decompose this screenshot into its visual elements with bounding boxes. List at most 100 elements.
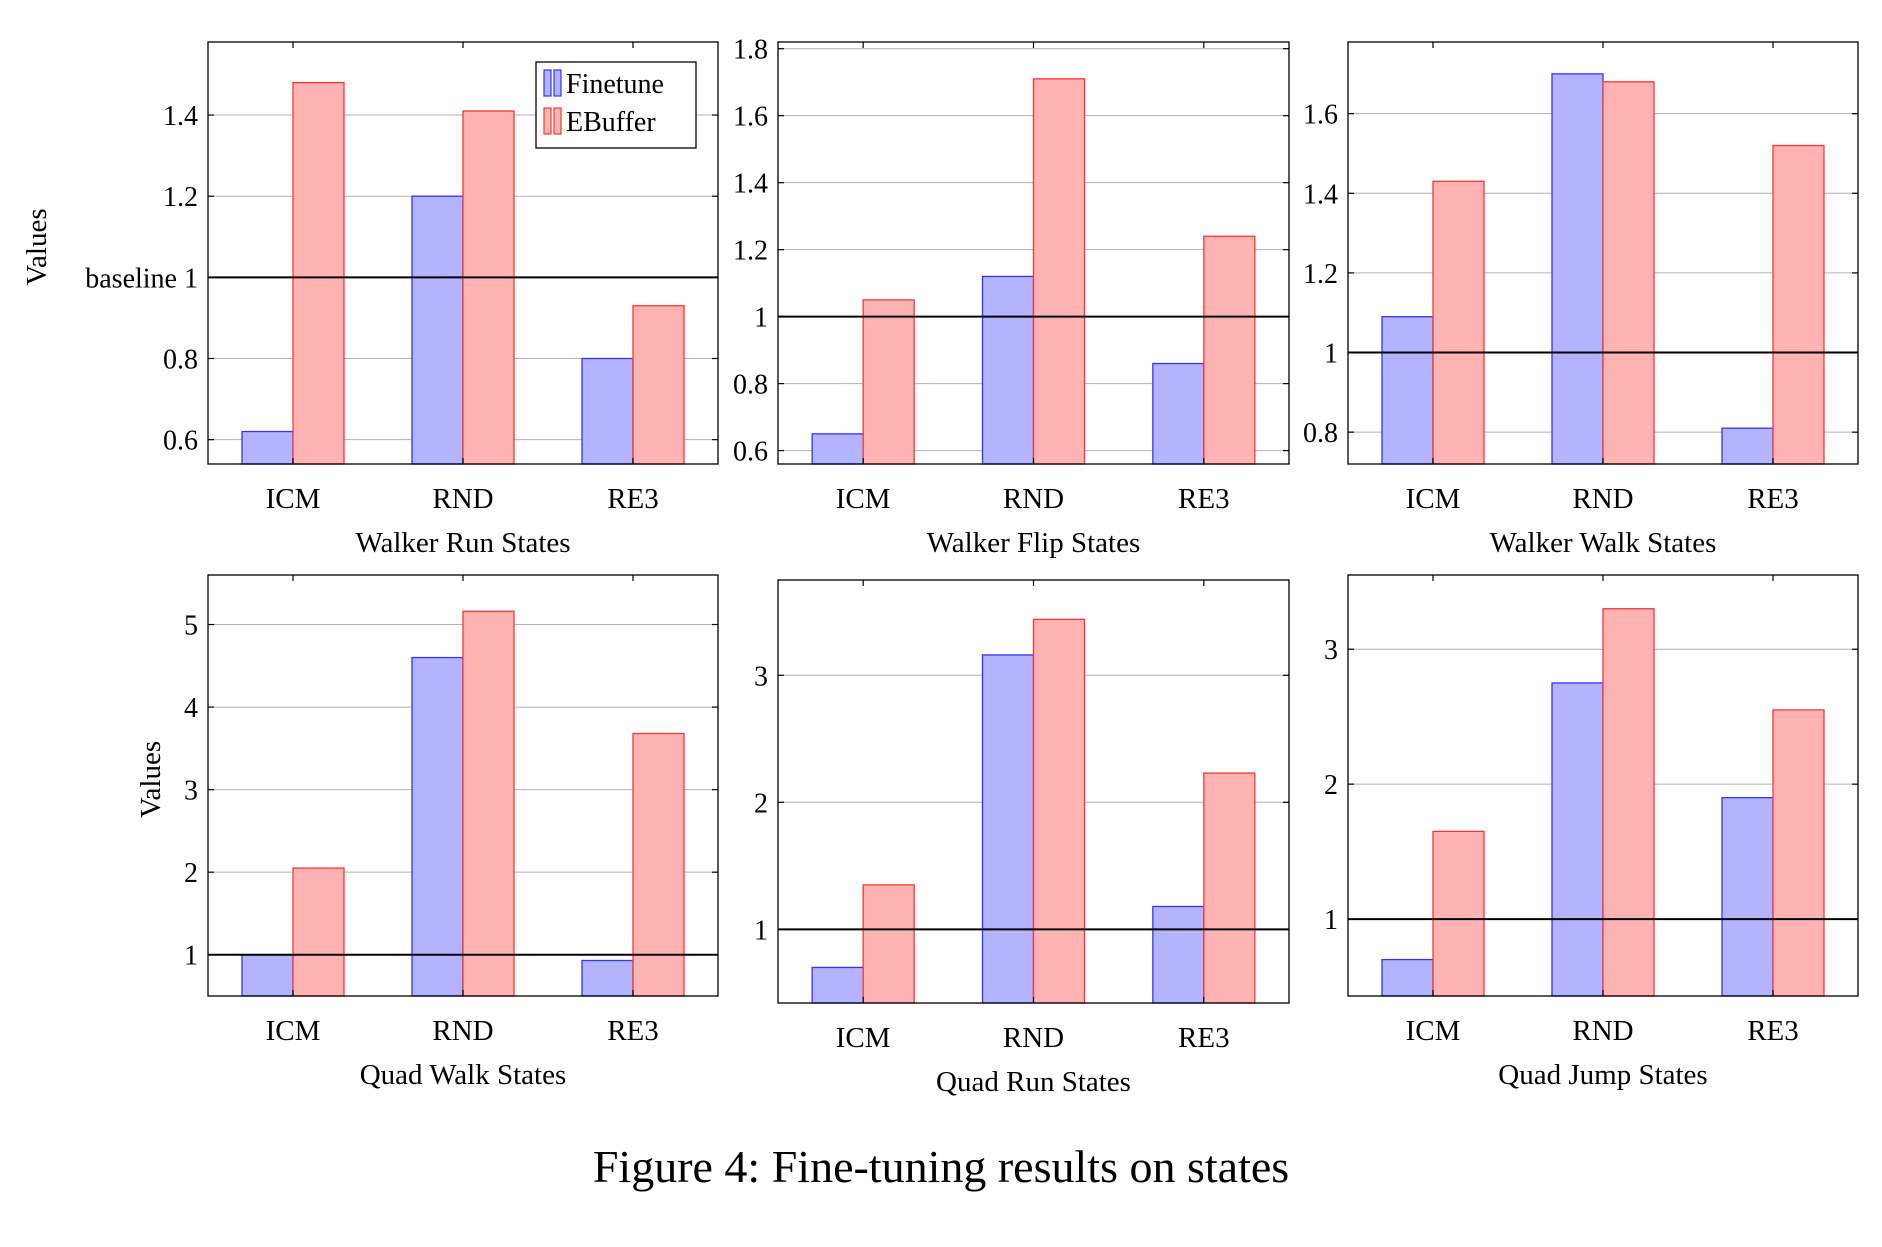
legend: Finetune EBuffer bbox=[535, 61, 697, 149]
bar-ebuffer-icm bbox=[292, 867, 345, 997]
x-tick-label: ICM bbox=[266, 483, 321, 515]
x-tick-label: ICM bbox=[836, 483, 891, 515]
y-tick-label: 2 bbox=[184, 858, 198, 889]
y-tick-label: 1.4 bbox=[1303, 179, 1338, 210]
x-tick-label: ICM bbox=[836, 1022, 891, 1054]
y-axis-label: Values bbox=[21, 208, 53, 285]
x-tick-label: RE3 bbox=[607, 483, 659, 515]
bar-ebuffer-rnd bbox=[1602, 81, 1655, 465]
legend-swatch bbox=[553, 69, 562, 97]
chart-panel-1: ICM RND RE3 0.6 0.8 baseline 1 1.2 1.4 Walker Ru… bbox=[21, 41, 719, 559]
bar-finetune-icm bbox=[241, 430, 294, 465]
y-tick-label: 1.2 bbox=[163, 182, 198, 213]
x-axis-label: Walker Walk States bbox=[1490, 527, 1717, 559]
x-tick-label: RE3 bbox=[1747, 1015, 1799, 1047]
bar-finetune-rnd bbox=[981, 275, 1035, 465]
bar-ebuffer-rnd bbox=[1602, 608, 1655, 997]
x-tick-label: ICM bbox=[1406, 483, 1461, 515]
x-tick-label: RE3 bbox=[1178, 1022, 1230, 1054]
x-tick-label: RND bbox=[432, 483, 493, 515]
bar-ebuffer-rnd bbox=[462, 610, 515, 997]
bar-finetune-icm bbox=[1381, 316, 1434, 465]
bar-finetune-re3 bbox=[1152, 362, 1205, 465]
y-tick-label: 3 bbox=[754, 661, 768, 692]
x-tick-label: RE3 bbox=[1178, 483, 1230, 515]
bar-ebuffer-icm bbox=[1432, 830, 1485, 997]
bar-ebuffer-re3 bbox=[632, 732, 685, 997]
legend-box bbox=[535, 61, 697, 149]
y-tick-label: 0.6 bbox=[733, 437, 768, 468]
legend-swatch bbox=[543, 107, 552, 135]
bar-finetune-icm bbox=[1381, 958, 1434, 997]
bar-finetune-icm bbox=[811, 966, 864, 1004]
chart-panel-3: ICM RND RE3 0.8 1 1.2 1.4 1.6 Walker Walk States bbox=[1303, 41, 1859, 559]
x-axis-label: Quad Walk States bbox=[360, 1059, 567, 1091]
bar-ebuffer-icm bbox=[1432, 180, 1485, 465]
y-tick-label: 5 bbox=[184, 611, 198, 642]
chart-panel-4: ICM RND RE3 1 2 3 4 5 Quad Walk States Values bbox=[135, 574, 719, 1091]
y-tick-label: 1 bbox=[754, 303, 768, 334]
y-tick-label: 1.4 bbox=[733, 169, 768, 200]
bar-finetune-rnd bbox=[411, 195, 464, 465]
x-axis-label: Quad Run States bbox=[936, 1066, 1131, 1098]
bar-ebuffer-rnd bbox=[462, 110, 515, 465]
x-axis-label: Walker Run States bbox=[355, 527, 570, 559]
y-axis-label: Values bbox=[135, 741, 167, 818]
x-tick-label: RND bbox=[1003, 1022, 1064, 1054]
y-tick-label: 1.2 bbox=[733, 236, 768, 267]
bar-finetune-rnd bbox=[981, 654, 1035, 1004]
bar-ebuffer-re3 bbox=[1203, 235, 1256, 465]
bar-finetune-re3 bbox=[1721, 796, 1774, 997]
bar-finetune-re3 bbox=[581, 357, 634, 465]
y-tick-label: 2 bbox=[754, 788, 768, 819]
y-tick-label: 2 bbox=[1324, 770, 1338, 801]
y-tick-label: 1.4 bbox=[163, 101, 198, 132]
bar-ebuffer-re3 bbox=[632, 305, 685, 465]
bar-ebuffer-rnd bbox=[1032, 618, 1086, 1004]
x-tick-label: RE3 bbox=[1747, 483, 1799, 515]
x-axis-label: Walker Flip States bbox=[927, 527, 1141, 559]
bar-finetune-re3 bbox=[1721, 427, 1774, 465]
y-tick-label: 1.6 bbox=[733, 102, 768, 133]
x-tick-label: RND bbox=[1003, 483, 1064, 515]
y-tick-label: 1.2 bbox=[1303, 259, 1338, 290]
legend-swatch bbox=[553, 107, 562, 135]
y-tick-label: 0.8 bbox=[1303, 418, 1338, 449]
x-axis-label: Quad Jump States bbox=[1498, 1059, 1707, 1091]
y-tick-label: 0.6 bbox=[163, 426, 198, 457]
bar-ebuffer-re3 bbox=[1772, 709, 1825, 997]
y-tick-label: 3 bbox=[184, 776, 198, 807]
bar-finetune-rnd bbox=[411, 656, 464, 997]
bar-ebuffer-icm bbox=[292, 81, 345, 465]
bar-ebuffer-icm bbox=[862, 884, 915, 1004]
y-tick-label: 1 bbox=[754, 915, 768, 946]
bar-finetune-re3 bbox=[1152, 905, 1205, 1004]
bar-finetune-icm bbox=[241, 954, 294, 997]
y-tick-label: 1.8 bbox=[733, 35, 768, 66]
bar-finetune-rnd bbox=[1551, 73, 1604, 465]
bar-finetune-re3 bbox=[581, 959, 634, 997]
bar-ebuffer-rnd bbox=[1032, 78, 1086, 465]
x-tick-label: RND bbox=[1572, 483, 1633, 515]
y-tick-label: 1.6 bbox=[1303, 100, 1338, 131]
bar-ebuffer-re3 bbox=[1203, 772, 1256, 1004]
x-tick-label: RND bbox=[432, 1015, 493, 1047]
x-tick-label: ICM bbox=[1406, 1015, 1461, 1047]
legend-label: EBuffer bbox=[566, 107, 656, 138]
y-tick-label: 0.8 bbox=[733, 370, 768, 401]
y-tick-label: 1 bbox=[1324, 905, 1338, 936]
y-tick-label: 1 bbox=[1324, 339, 1338, 370]
bar-finetune-icm bbox=[811, 433, 864, 465]
x-tick-label: RND bbox=[1572, 1015, 1633, 1047]
figure-caption: Figure 4: Fine-tuning results on states bbox=[592, 1141, 1290, 1192]
legend-label: Finetune bbox=[566, 69, 664, 100]
legend-swatch bbox=[543, 69, 552, 97]
x-tick-label: ICM bbox=[266, 1015, 321, 1047]
y-tick-label: 1 bbox=[184, 941, 198, 972]
bar-finetune-rnd bbox=[1551, 682, 1604, 997]
x-tick-label: RE3 bbox=[607, 1015, 659, 1047]
y-tick-label: 4 bbox=[184, 693, 198, 724]
chart-panel-6: ICM RND RE3 1 2 3 Quad Jump States bbox=[1324, 574, 1859, 1091]
bar-ebuffer-re3 bbox=[1772, 144, 1825, 465]
